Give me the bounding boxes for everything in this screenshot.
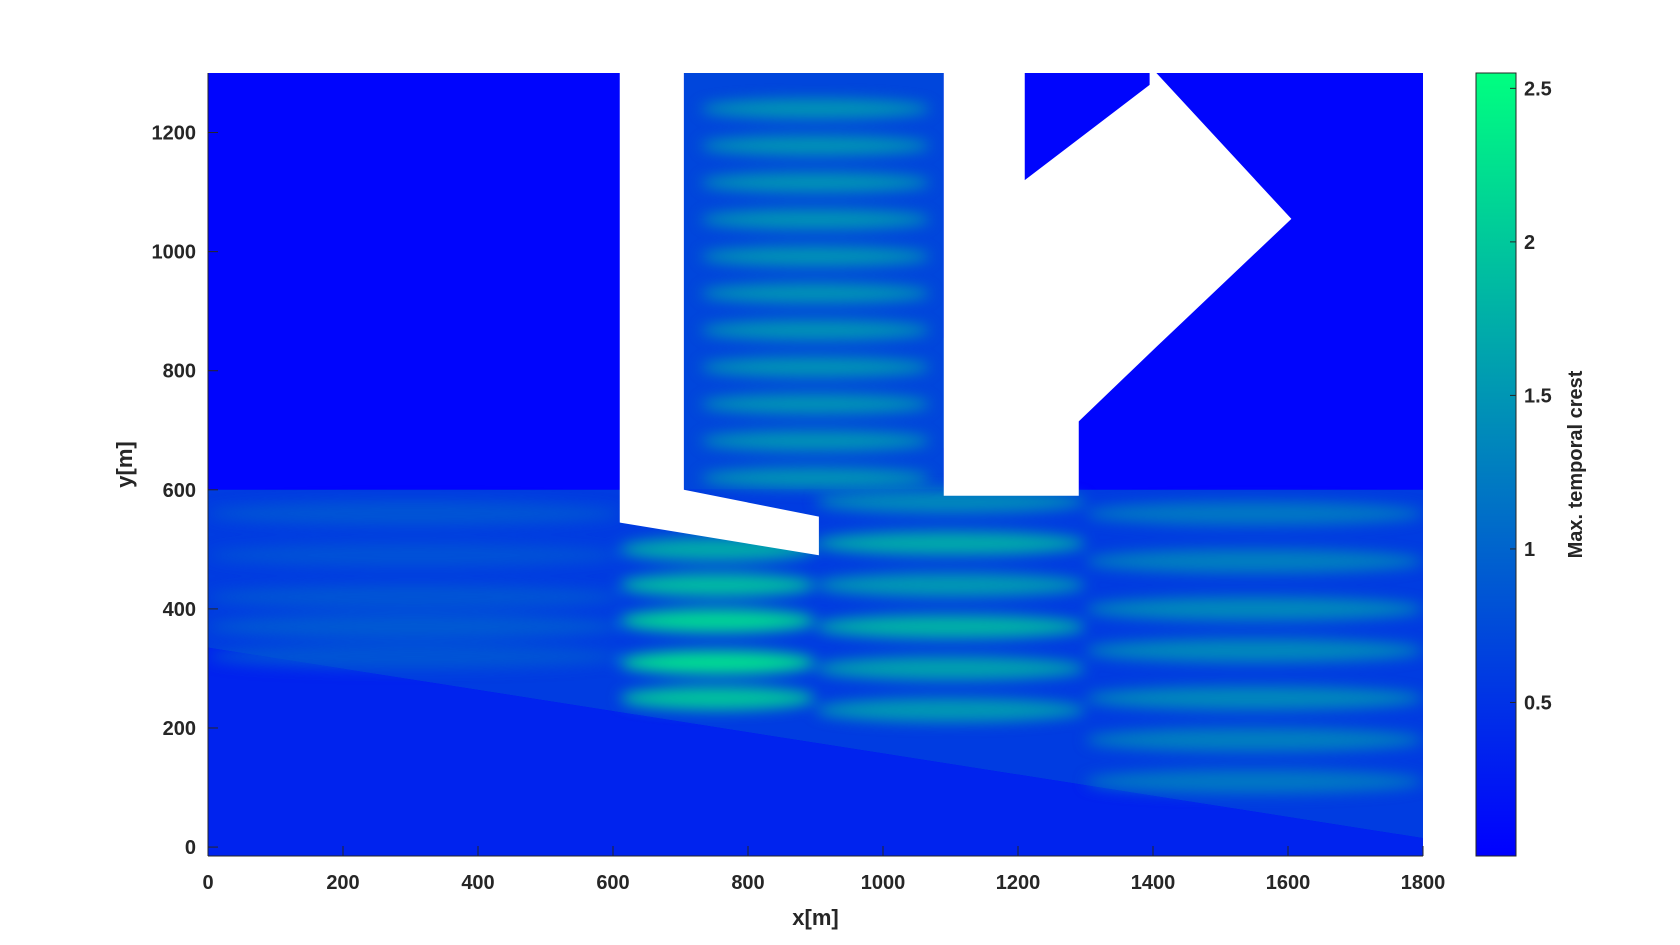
- x-tick-label: 0: [202, 872, 213, 894]
- colorbar-tick-label: 0.5: [1524, 692, 1552, 714]
- left-breakwater: [619, 73, 819, 556]
- basin-ripple: [700, 98, 931, 119]
- wave-band-16: [1085, 501, 1423, 526]
- harbor-basin: [683, 73, 944, 490]
- y-tick-label: 0: [185, 837, 196, 859]
- colorbar-ticks: 0.5 1 1.5 2 2.5: [1510, 78, 1552, 714]
- x-tick-label: 600: [596, 872, 629, 894]
- wave-band-14: [815, 656, 1086, 681]
- colorbar-tick-label: 2.5: [1524, 78, 1552, 100]
- y-tick-label: 400: [163, 599, 196, 621]
- axes: 0 200 400 600 800 1000 1200 1400 1600 1800 0 200 400…: [152, 73, 1446, 894]
- wave-band-15: [815, 698, 1086, 723]
- basin-ripple: [700, 320, 931, 341]
- x-axis-label: x[m]: [792, 905, 838, 930]
- y-axis-label: y[m]: [112, 441, 137, 487]
- basin-ripple: [700, 283, 931, 304]
- colorbar-gradient: [1475, 72, 1517, 857]
- wave-band-0: [208, 501, 620, 526]
- wave-band-2: [208, 584, 620, 609]
- wave-band-18: [1085, 596, 1423, 621]
- right-breakwater: [943, 73, 1292, 496]
- colorbar-tick-label: 1.5: [1524, 385, 1552, 407]
- basin-ripple: [700, 209, 931, 230]
- basin-ripple: [700, 430, 931, 451]
- basin-ripple: [700, 357, 931, 378]
- wave-band-20: [1085, 686, 1423, 711]
- plot-area: [208, 73, 1423, 856]
- basin-ripple: [700, 172, 931, 193]
- wave-band-9: [619, 686, 816, 711]
- y-tick-label: 1200: [152, 123, 197, 145]
- wave-band-6: [619, 573, 816, 598]
- wave-band-13: [815, 614, 1086, 639]
- basin-ripple: [700, 246, 931, 267]
- colorbar-label: Max. temporal crest: [1565, 370, 1587, 558]
- basin-ripple: [700, 467, 931, 488]
- wave-band-11: [815, 531, 1086, 556]
- wave-band-17: [1085, 549, 1423, 574]
- basin-ripple: [700, 135, 931, 156]
- wave-zone: [208, 489, 1423, 839]
- wave-band-21: [1085, 727, 1423, 752]
- colorbar-tick-label: 1: [1524, 539, 1535, 561]
- nearshore-zone: [208, 647, 1423, 856]
- basin-ripples: [700, 98, 931, 488]
- wave-band-12: [815, 573, 1086, 598]
- x-tick-label: 1400: [1131, 872, 1176, 894]
- wave-bands: [208, 489, 1423, 794]
- y-tick-label: 600: [163, 480, 196, 502]
- colorbar: 0.5 1 1.5 2 2.5 Max. temporal crest: [1475, 72, 1587, 857]
- wave-band-19: [1085, 638, 1423, 663]
- basin-ripple: [700, 394, 931, 415]
- heatmap-field: [208, 73, 1423, 856]
- y-tick-label: 800: [163, 361, 196, 383]
- x-tick-label: 1800: [1401, 872, 1446, 894]
- x-tick-label: 800: [731, 872, 764, 894]
- wave-band-1: [208, 543, 620, 568]
- x-tick-label: 400: [461, 872, 494, 894]
- wave-band-22: [1085, 769, 1423, 794]
- y-tick-label: 1000: [152, 242, 197, 264]
- colorbar-tick-label: 2: [1524, 232, 1535, 254]
- y-tick-label: 200: [163, 718, 196, 740]
- x-tick-label: 1600: [1266, 872, 1311, 894]
- wave-band-3: [208, 614, 620, 639]
- wave-band-8: [619, 650, 816, 675]
- x-tick-label: 200: [326, 872, 359, 894]
- structures: [619, 73, 1292, 556]
- x-tick-label: 1200: [996, 872, 1041, 894]
- x-tick-label: 1000: [861, 872, 906, 894]
- wave-band-4: [208, 644, 620, 669]
- wave-band-7: [619, 608, 816, 633]
